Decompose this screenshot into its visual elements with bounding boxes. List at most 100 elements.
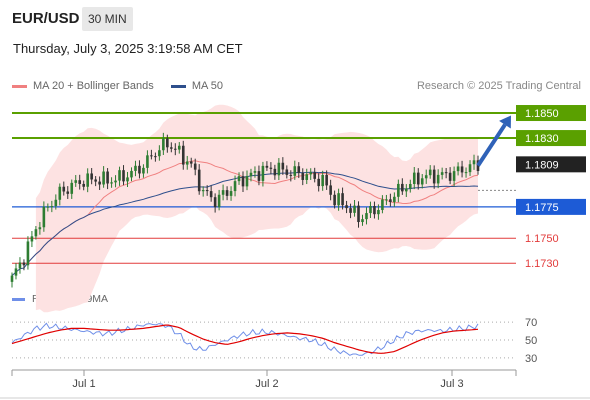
candle-body xyxy=(369,205,372,214)
candle-body xyxy=(289,174,293,176)
candle-body xyxy=(14,268,18,276)
candle-body xyxy=(82,183,85,187)
candle-body xyxy=(253,171,257,173)
candle-body xyxy=(460,166,464,173)
candle-body xyxy=(416,172,420,185)
level-tag-resistance xyxy=(516,130,586,147)
candle-body xyxy=(309,172,313,175)
candle-body xyxy=(193,163,197,170)
candle-body xyxy=(170,147,173,149)
candle-body xyxy=(405,188,408,192)
level-label-resistance: 1.1850 xyxy=(525,108,559,120)
candle-body xyxy=(365,213,368,220)
level-label-support: 1.1750 xyxy=(525,233,559,245)
candle-body xyxy=(440,172,444,175)
candle-body xyxy=(34,229,38,237)
candle-body xyxy=(10,275,14,282)
current-price-label: 1.1809 xyxy=(525,159,559,171)
candle-body xyxy=(277,162,281,176)
candle-body xyxy=(257,171,261,181)
candle-body xyxy=(249,172,253,177)
candle-body xyxy=(70,182,74,194)
rsi-9ma-line xyxy=(11,324,479,354)
candle-body xyxy=(54,199,58,207)
candle-body xyxy=(106,171,109,184)
candle-body xyxy=(452,171,456,181)
candle-body xyxy=(114,180,117,183)
candle-body xyxy=(126,177,129,182)
candle-body xyxy=(412,172,416,184)
candle-body xyxy=(349,208,352,213)
level-tag-pivot xyxy=(516,198,586,215)
level-tag-resistance xyxy=(516,105,586,122)
level-label-pivot: 1.1775 xyxy=(525,202,559,214)
candle-body xyxy=(245,176,249,187)
candle-body xyxy=(134,165,137,171)
candle-body xyxy=(313,172,317,179)
price-levels xyxy=(12,112,516,264)
candle-body xyxy=(285,169,289,175)
candle-body xyxy=(361,219,364,223)
candle-body xyxy=(18,262,22,269)
candle-body xyxy=(22,262,26,266)
candle-body xyxy=(98,181,101,185)
legend-swatch-ma20 xyxy=(12,84,27,88)
candle-body xyxy=(297,166,301,173)
candle-body xyxy=(110,182,113,184)
candle-body xyxy=(217,194,221,208)
bollinger-band-area xyxy=(35,104,479,313)
candle-body xyxy=(46,206,50,208)
candle-body xyxy=(357,205,360,223)
legend-item-ma50: MA 50 xyxy=(170,80,223,92)
candle-body xyxy=(269,167,273,169)
candle-body xyxy=(456,166,460,172)
forecast-arrow-shaft xyxy=(476,123,507,167)
chart-header: EUR/USD 30 MIN xyxy=(0,0,590,38)
candle-body xyxy=(201,190,205,192)
moving-averages xyxy=(11,160,479,276)
candle-body xyxy=(265,165,269,168)
candle-body xyxy=(62,186,66,192)
candle-body xyxy=(301,172,305,180)
candle-body xyxy=(261,165,265,181)
forecast-arrow-head xyxy=(499,115,511,129)
candle-body xyxy=(78,180,82,184)
candle-body xyxy=(464,172,468,174)
timeframe-button[interactable]: 30 MIN xyxy=(82,7,133,31)
candle-body xyxy=(229,191,233,196)
x-axis-tick-label: Jul 1 xyxy=(72,378,95,390)
candle-body xyxy=(221,190,225,195)
candle-body xyxy=(181,145,185,165)
candle-body xyxy=(74,180,78,183)
candle-body xyxy=(102,171,105,185)
candle-body xyxy=(281,162,285,170)
candle-body xyxy=(146,155,149,168)
candle-body xyxy=(472,160,476,165)
forecast-arrow xyxy=(476,115,511,167)
legend-label-ma20: MA 20 + Bollinger Bands xyxy=(33,80,154,92)
candle-body xyxy=(389,199,392,203)
level-label-resistance: 1.1830 xyxy=(525,133,559,145)
candle-body xyxy=(476,160,480,171)
candle-body xyxy=(393,196,396,203)
rsi-tick-label: 70 xyxy=(525,317,537,329)
candle-body xyxy=(448,172,452,181)
rsi-tick-label: 30 xyxy=(525,353,537,365)
candle-body xyxy=(185,161,189,165)
ma20-line xyxy=(27,160,479,264)
rsi-line xyxy=(11,322,479,356)
candle-body xyxy=(130,170,133,178)
candle-body xyxy=(205,190,209,192)
candle-body xyxy=(197,169,201,192)
candle-body xyxy=(273,168,277,176)
candle-body xyxy=(408,183,412,189)
candle-body xyxy=(241,176,245,187)
candle-body xyxy=(345,205,348,209)
candle-body xyxy=(42,206,46,228)
candle-body xyxy=(177,145,181,150)
candle-body xyxy=(321,174,324,187)
candle-body xyxy=(424,175,428,179)
candle-body xyxy=(94,179,97,182)
rsi-tick-label: 50 xyxy=(525,335,537,347)
